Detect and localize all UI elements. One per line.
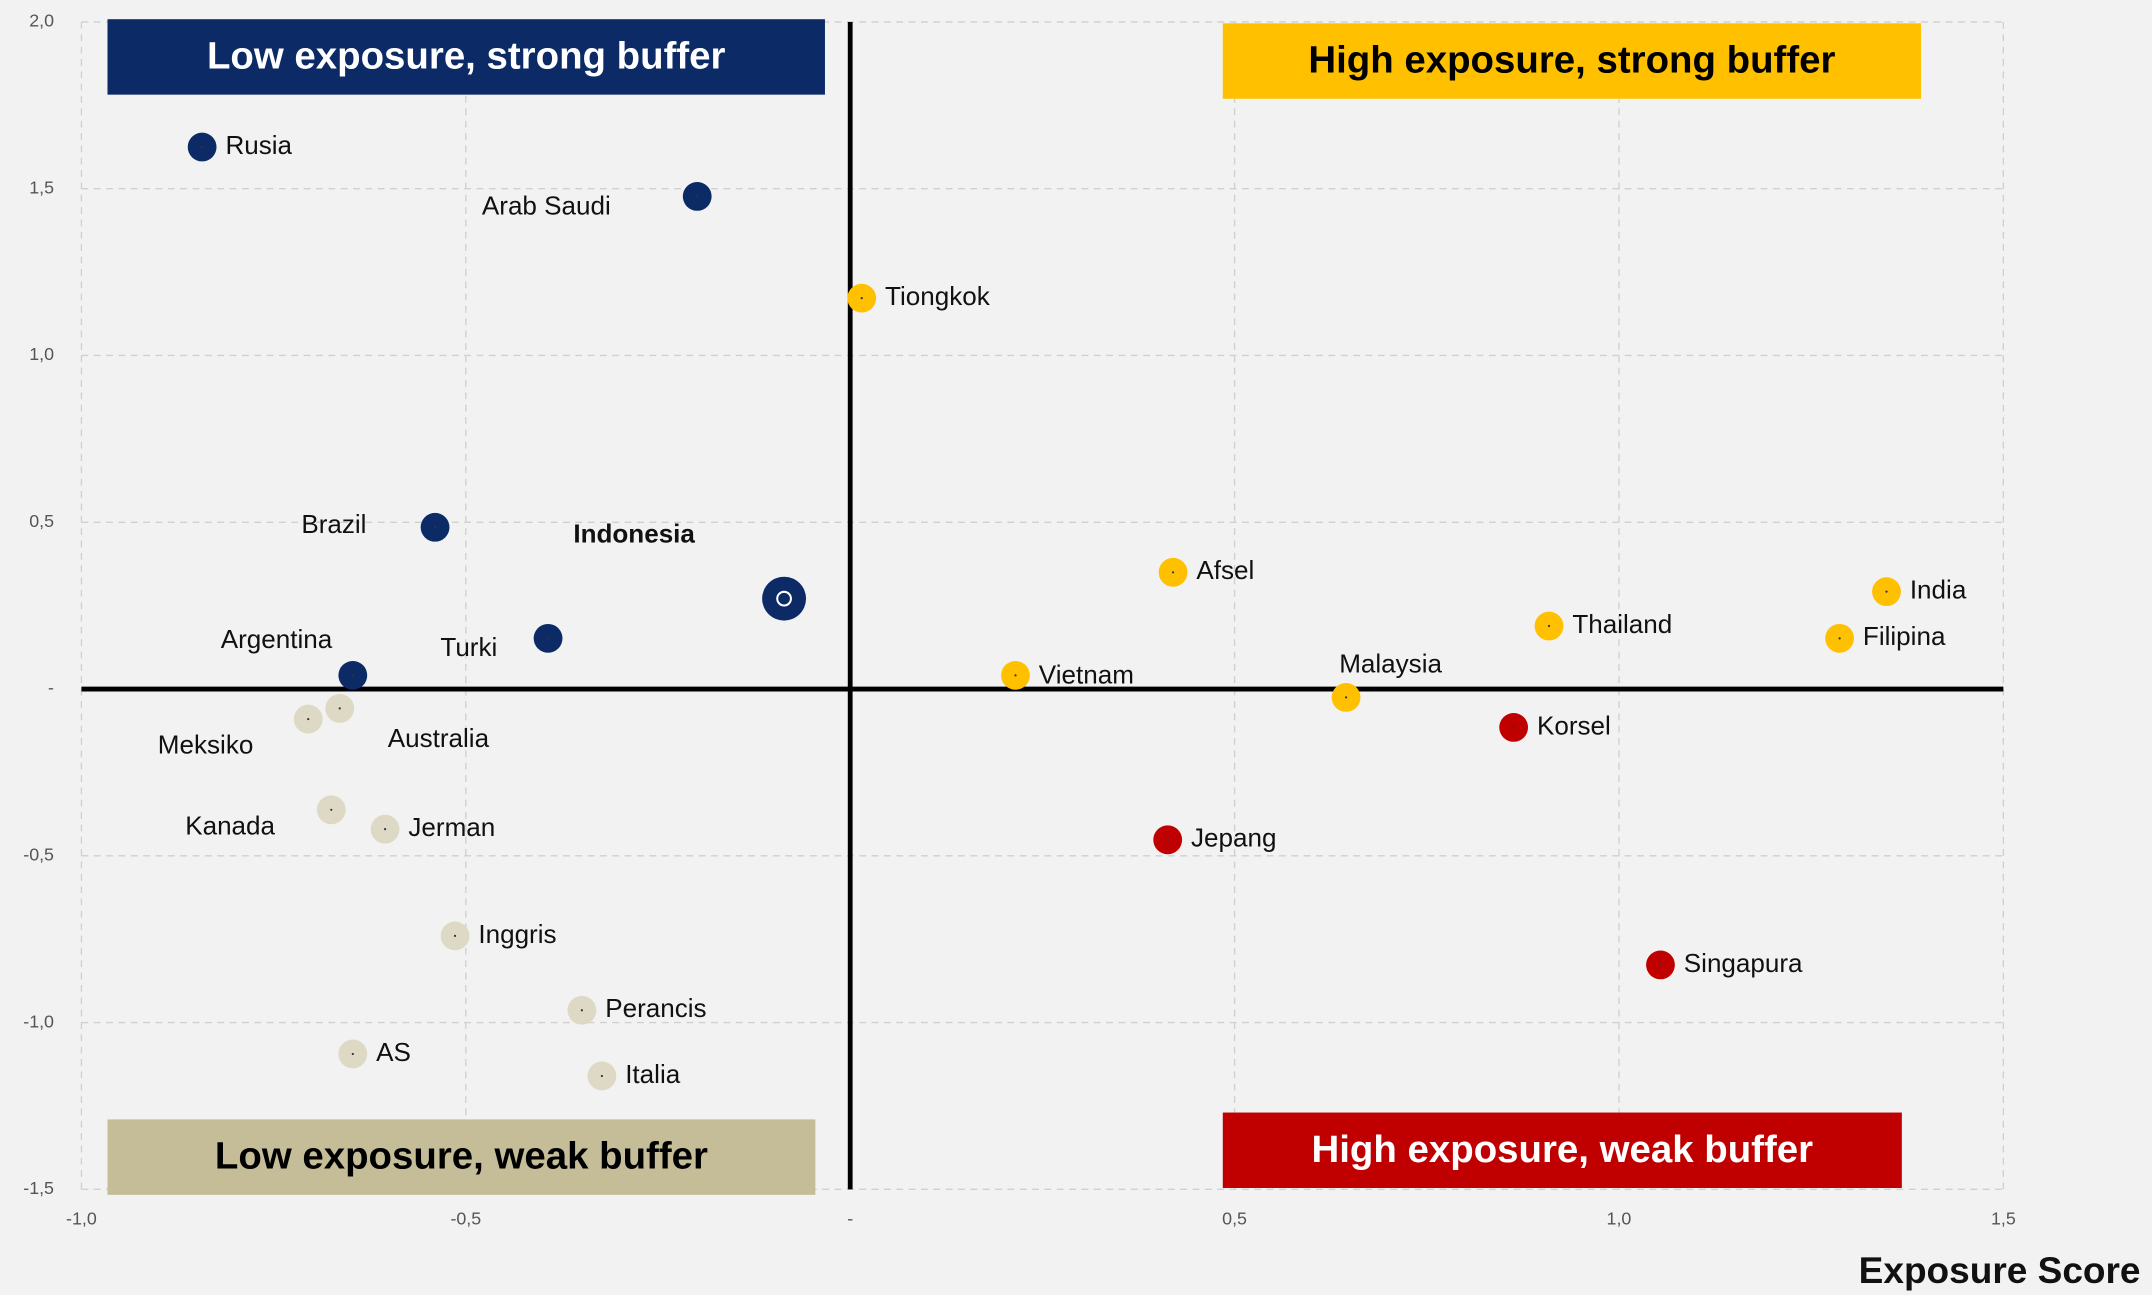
point-label: Argentina [221, 624, 333, 654]
point-dot [1885, 590, 1888, 593]
quadrant-box [1222, 23, 1922, 99]
x-axis-label: Exposure Score [1859, 1249, 2141, 1291]
point-dot [330, 808, 333, 811]
point-dot [1838, 637, 1841, 640]
y-tick-label: 1,5 [29, 177, 54, 197]
x-tick-label: - [847, 1208, 853, 1228]
point [762, 576, 807, 621]
point-label: Jerman [408, 812, 495, 842]
point-label: Vietnam [1039, 660, 1134, 690]
point-dot [696, 195, 699, 198]
point-dot [338, 707, 341, 710]
point-label: Australia [388, 723, 490, 753]
quadrant-label: High exposure, strong buffer [1308, 39, 1835, 82]
y-tick-label: -0,5 [23, 845, 54, 865]
point-dot [1344, 696, 1348, 699]
point-label: Arab Saudi [482, 190, 611, 220]
point-dot [351, 1052, 354, 1056]
point-ring [776, 590, 792, 607]
y-tick-label: 0,5 [29, 511, 54, 531]
point-label: Italia [625, 1059, 681, 1089]
point-dot [860, 297, 863, 300]
point-label: Indonesia [573, 518, 695, 548]
point-dot [1512, 726, 1515, 729]
y-tick-label: 2,0 [29, 11, 54, 31]
point-label: Brazil [301, 509, 366, 539]
point-label: AS [376, 1037, 411, 1067]
point-dot [201, 145, 204, 149]
point-label: Perancis [605, 993, 706, 1023]
y-tick-label: -1,5 [23, 1178, 54, 1198]
point-label: Afsel [1196, 555, 1254, 585]
point-dot [307, 717, 310, 721]
y-tick-label: 1,0 [29, 344, 54, 364]
y-tick-label: - [48, 678, 54, 698]
point-label: Tiongkok [885, 281, 991, 311]
x-tick-label: 1,5 [1991, 1208, 2016, 1228]
quadrant-box [107, 1119, 816, 1195]
point-label: Turki [440, 632, 497, 662]
quadrant-label: Low exposure, weak buffer [215, 1135, 708, 1178]
x-tick-label: -0,5 [450, 1208, 481, 1228]
point-label: Thailand [1572, 609, 1672, 639]
point-label: Korsel [1537, 710, 1611, 740]
point-dot [1547, 624, 1551, 628]
point-dot [383, 828, 387, 831]
point-label: Meksiko [158, 729, 254, 759]
point-label: Malaysia [1339, 649, 1442, 679]
point-label: India [1910, 575, 1967, 605]
point-dot [580, 1009, 583, 1012]
point-dot [1166, 838, 1169, 841]
point-dot [351, 674, 354, 677]
y-tick-label: -1,0 [23, 1011, 54, 1031]
point-label: Filipina [1863, 621, 1946, 651]
point-dot [546, 637, 550, 640]
x-tick-label: 1,0 [1607, 1208, 1632, 1228]
x-tick-label: 0,5 [1222, 1208, 1247, 1228]
point-label: Jepang [1191, 823, 1276, 853]
x-tick-label: -1,0 [66, 1208, 97, 1228]
quadrant-label: Low exposure, strong buffer [207, 34, 726, 77]
point-dot [453, 934, 457, 937]
point-dot [433, 526, 437, 529]
quadrant-box [107, 19, 825, 95]
quadrant-label: High exposure, weak buffer [1312, 1128, 1814, 1171]
point-label: Singapura [1684, 948, 1803, 978]
point-dot [1014, 674, 1017, 677]
point-dot [1171, 571, 1175, 574]
point-label: Kanada [185, 811, 275, 841]
quadrant-box [1222, 1112, 1902, 1188]
point-dot [1659, 963, 1662, 966]
point-dot [600, 1074, 603, 1078]
point-label: Inggris [478, 919, 556, 949]
point-label: Rusia [225, 130, 292, 160]
